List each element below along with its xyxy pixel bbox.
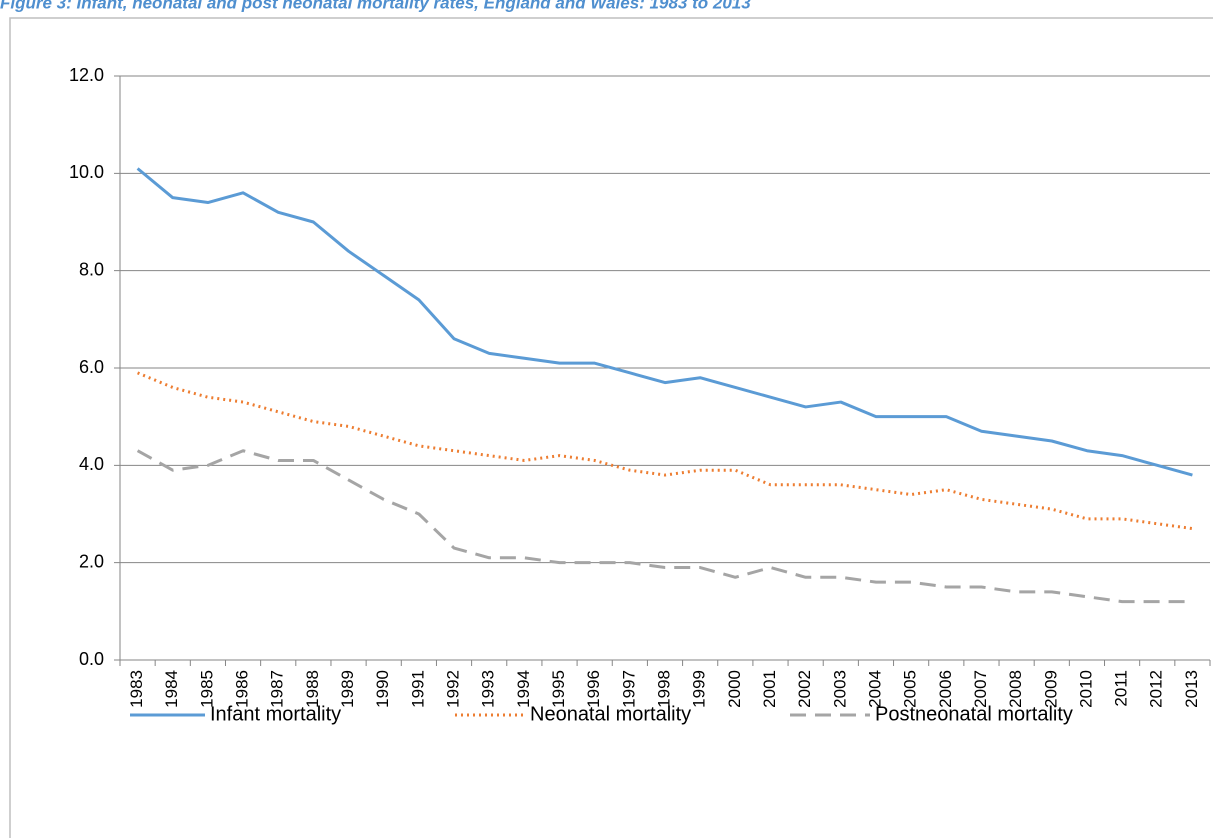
x-tick-label: 2008 xyxy=(1006,670,1025,708)
x-tick-label: 1999 xyxy=(690,670,709,708)
y-tick-label: 12.0 xyxy=(69,65,104,85)
x-tick-label: 1989 xyxy=(338,670,357,708)
x-tick-label: 2007 xyxy=(971,670,990,708)
x-tick-label: 2011 xyxy=(1112,670,1131,707)
y-tick-label: 8.0 xyxy=(79,259,104,279)
x-tick-label: 1995 xyxy=(549,670,568,708)
x-tick-label: 1998 xyxy=(654,670,673,708)
x-tick-label: 2001 xyxy=(760,670,779,708)
x-tick-label: 1986 xyxy=(233,670,252,708)
x-tick-label: 2004 xyxy=(865,670,884,708)
series-line xyxy=(137,371,1193,531)
legend-label: Neonatal mortality xyxy=(530,703,691,725)
x-tick-label: 2006 xyxy=(936,670,955,708)
x-tick-label: 2009 xyxy=(1041,670,1060,708)
series-line xyxy=(136,449,1193,604)
chart-title: Figure 3: Infant, neonatal and post neon… xyxy=(0,0,751,12)
x-tick-label: 1993 xyxy=(479,670,498,708)
x-tick-label: 1990 xyxy=(373,670,392,708)
x-tick-label: 1997 xyxy=(619,670,638,708)
x-tick-label: 1991 xyxy=(408,670,427,708)
x-tick-label: 1994 xyxy=(514,670,533,708)
y-tick-label: 4.0 xyxy=(79,454,104,474)
chart-border xyxy=(9,17,1213,838)
y-tick-label: 2.0 xyxy=(79,551,104,571)
y-tick-label: 10.0 xyxy=(69,162,104,182)
x-tick-label: 2003 xyxy=(830,670,849,708)
series-line xyxy=(136,167,1193,477)
x-tick-label: 1988 xyxy=(303,670,322,708)
x-tick-label: 2010 xyxy=(1076,670,1095,708)
x-tick-label: 1996 xyxy=(584,670,603,708)
y-tick-label: 6.0 xyxy=(79,357,104,377)
x-tick-label: 1985 xyxy=(197,670,216,708)
x-tick-label: 1987 xyxy=(268,670,287,708)
x-tick-label: 2005 xyxy=(901,670,920,708)
x-tick-label: 1984 xyxy=(162,670,181,708)
x-tick-label: 1983 xyxy=(127,670,146,708)
x-tick-label: 2000 xyxy=(725,670,744,708)
x-tick-label: 2013 xyxy=(1182,670,1201,708)
x-tick-label: 2002 xyxy=(795,670,814,708)
x-tick-label: 2012 xyxy=(1147,670,1166,708)
y-tick-label: 0.0 xyxy=(79,649,104,669)
legend-label: Postneonatal mortality xyxy=(875,703,1073,725)
x-tick-label: 1992 xyxy=(444,670,463,708)
legend-label: Infant mortality xyxy=(210,703,341,725)
